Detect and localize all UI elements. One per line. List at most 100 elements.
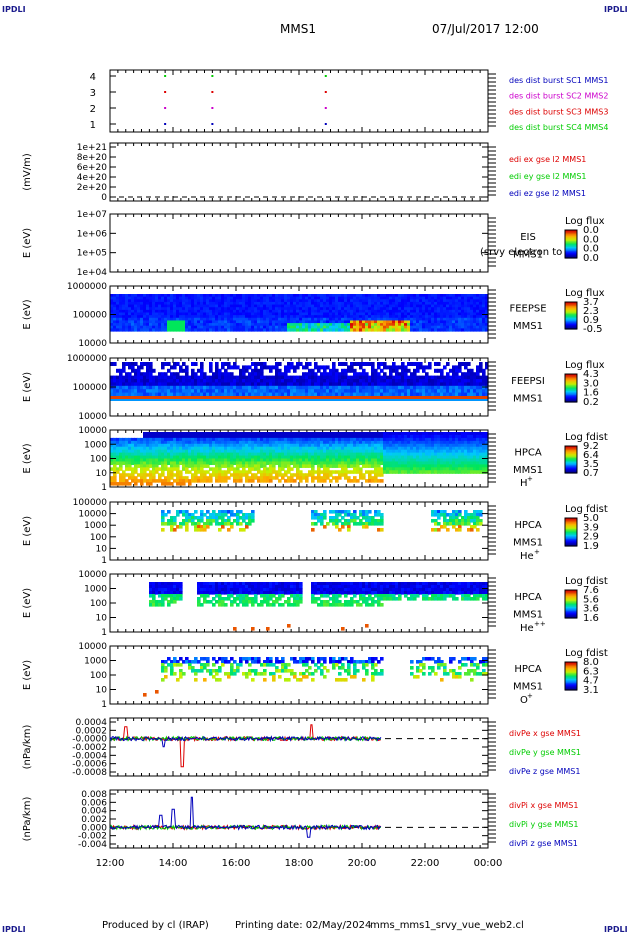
spectrogram-cell (392, 362, 396, 366)
spectrogram-cell (221, 372, 225, 377)
spectrogram-cell (392, 296, 396, 300)
spectrogram-cell (395, 375, 399, 380)
spectrogram-cell (473, 294, 477, 298)
spectrogram-cell (269, 365, 273, 370)
spectrogram-cell (278, 455, 282, 460)
eis-colorbar-tick: 0.0 (583, 253, 599, 264)
spectrogram-cell (374, 399, 378, 401)
spectrogram-cell (149, 464, 153, 468)
spectrogram-cell (356, 362, 360, 366)
spectrogram-cell (455, 307, 459, 311)
spectrogram-cell (341, 312, 345, 316)
spectrogram-cell (221, 304, 225, 308)
spectrogram-cell (386, 301, 390, 306)
spectrogram-cell (320, 312, 324, 316)
spectrogram-cell (437, 304, 441, 308)
spectrogram-cell (386, 396, 390, 399)
spectrogram-cell (341, 307, 345, 311)
spectrogram-cell (464, 320, 468, 324)
spectrogram-cell (368, 396, 372, 399)
spectrogram-cell (164, 317, 168, 322)
spectrogram-cell (122, 328, 126, 332)
spectrogram-cell (158, 304, 162, 308)
spectrogram-cell (290, 452, 294, 457)
spectrogram-cell (482, 399, 486, 401)
spectrogram-cell (302, 312, 306, 316)
spectrogram-cell (266, 432, 270, 436)
spectrogram-cell (266, 325, 270, 329)
feepse-colorbar-tick: 2.3 (583, 306, 599, 317)
spectrogram-cell (131, 392, 135, 397)
spectrogram-cell (209, 299, 213, 303)
spectrogram-cell (215, 432, 219, 436)
spectrogram-cell (353, 315, 357, 319)
spectrogram-cell (335, 325, 339, 329)
spectrogram-cell (395, 307, 399, 311)
spectrogram-cell (131, 328, 135, 332)
spectrogram-cell (188, 323, 192, 327)
spectrogram-cell (290, 476, 294, 480)
spectrogram-cell (161, 365, 165, 370)
spectrogram-cell (347, 307, 351, 311)
spectrogram-cell (377, 325, 381, 329)
spectrogram-cell (122, 294, 126, 298)
spectrogram-cell (149, 296, 153, 300)
spectrogram-cell (470, 328, 474, 332)
spectrogram-cell (146, 368, 150, 373)
spectrogram-cell (368, 304, 372, 308)
spectrogram-cell (278, 368, 282, 373)
spectrogram-cell (305, 434, 309, 439)
spectrogram-cell (188, 312, 192, 316)
spectrogram-cell (236, 437, 240, 442)
spectrogram-cell (308, 458, 312, 463)
spectrogram-cell (191, 304, 195, 308)
spectrogram-cell (419, 375, 423, 380)
spectrogram-cell (446, 328, 450, 332)
spectrogram-cell (461, 385, 465, 390)
spectrogram-cell (137, 328, 141, 332)
spectrogram-cell (197, 443, 201, 448)
spectrogram-cell (128, 307, 132, 311)
spectrogram-cell (131, 323, 135, 327)
spectrogram-cell (248, 320, 252, 324)
spectrogram-cell (356, 325, 360, 329)
spectrogram-cell (293, 432, 297, 436)
spectrogram-cell (188, 449, 192, 454)
spectrogram-cell (281, 312, 285, 316)
spectrogram-cell (323, 307, 327, 311)
spectrogram-cell (176, 479, 180, 483)
spectrogram-cell (305, 294, 309, 298)
spectrogram-cell (146, 473, 150, 477)
spectrogram-cell (110, 375, 114, 380)
spectrogram-cell (407, 301, 411, 306)
spectrogram-cell (287, 382, 291, 387)
spectrogram-cell (209, 325, 213, 329)
spectrogram-cell (461, 372, 465, 377)
spectrogram-cell (308, 299, 312, 303)
spectrogram-cell (458, 385, 462, 390)
spectrogram-cell (182, 379, 186, 383)
spectrogram-cell (128, 452, 132, 457)
spectrogram-cell (263, 382, 267, 387)
spectrogram-cell (431, 307, 435, 311)
spectrogram-cell (263, 301, 267, 306)
spectrogram-cell (470, 382, 474, 387)
spectrogram-cell (269, 432, 273, 436)
spectrogram-cell (161, 473, 165, 477)
spectrogram-cell (284, 294, 288, 298)
spectrogram-cell (137, 392, 141, 397)
spectrogram-cell (389, 385, 393, 390)
spectrogram-cell (287, 323, 291, 327)
spectrogram-cell (437, 368, 441, 373)
spectrogram-cell (479, 396, 483, 399)
spectrogram-cell (185, 323, 189, 327)
spectrogram-cell (299, 479, 303, 483)
spectrogram-cell (305, 473, 309, 477)
spectrogram-cell (179, 479, 183, 483)
spectrogram-cell (191, 375, 195, 380)
spectrogram-cell (143, 434, 147, 439)
spectrogram-cell (479, 312, 483, 316)
spectrogram-cell (122, 309, 126, 314)
spectrogram-cell (419, 299, 423, 303)
spectrogram-cell (233, 375, 237, 380)
